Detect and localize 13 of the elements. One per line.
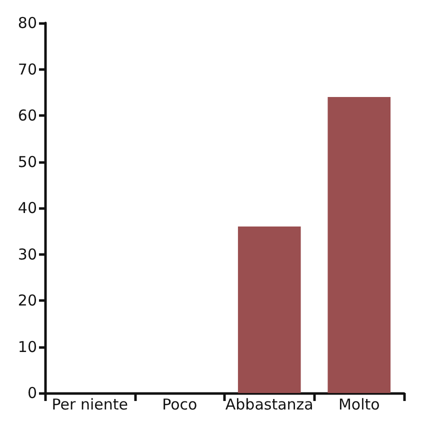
y-tick-label: 50 xyxy=(18,152,37,171)
y-tick-label: 20 xyxy=(18,292,37,310)
x-tick-label: Abbastanza xyxy=(225,396,314,414)
x-tick-label: Molto xyxy=(338,396,380,414)
x-tick-label: Per niente xyxy=(52,396,128,414)
y-tick-label: 60 xyxy=(18,106,37,124)
y-tick-label: 70 xyxy=(18,60,37,78)
y-tick-label: 0 xyxy=(27,384,37,402)
x-tick-label: Poco xyxy=(162,396,198,414)
y-tick-label: 30 xyxy=(18,245,37,264)
y-tick-label: 10 xyxy=(18,338,37,356)
y-tick-label: 80 xyxy=(18,14,37,32)
y-tick-label: 40 xyxy=(18,199,37,217)
